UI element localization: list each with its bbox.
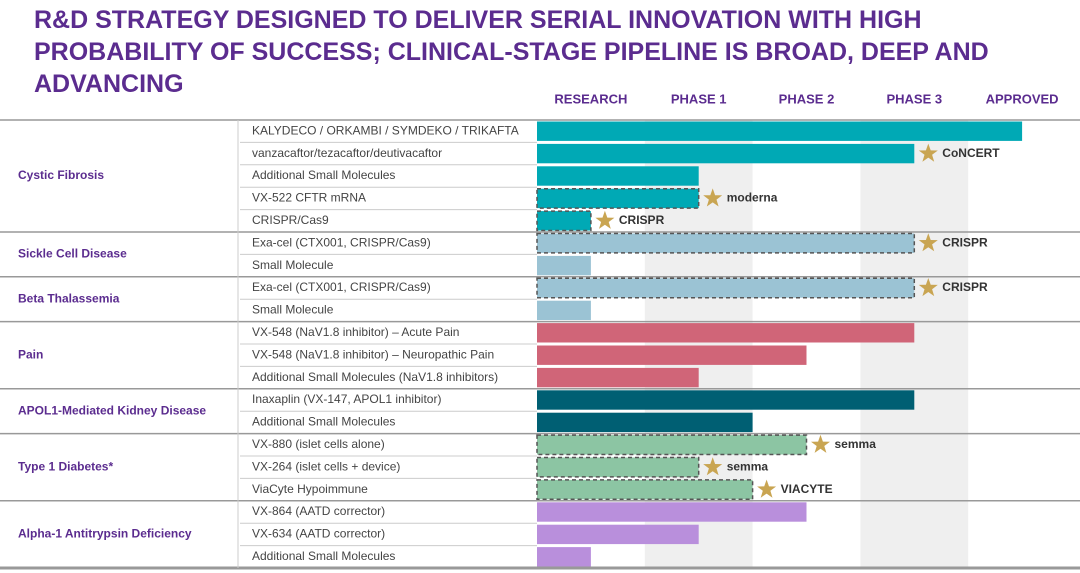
program-name: Inaxaplin (VX-147, APOL1 inhibitor) (252, 392, 441, 406)
bar (537, 367, 699, 388)
group-label: APOL1-Mediated Kidney Disease (18, 403, 206, 417)
stage-label: PHASE 2 (779, 91, 835, 106)
program-name: Additional Small Molecules (252, 549, 395, 563)
bar (537, 166, 699, 186)
stage-label: RESEARCH (554, 91, 627, 106)
stage-label: APPROVED (986, 91, 1059, 106)
bar (537, 390, 915, 410)
program-name: Additional Small Molecules (252, 415, 395, 429)
group-label: Cystic Fibrosis (18, 168, 104, 182)
bar (537, 412, 753, 433)
group-label: Pain (18, 347, 43, 361)
program-name: VX-634 (AATD corrector) (252, 527, 385, 541)
program-name: CRISPR/Cas9 (252, 213, 329, 227)
program-name: VX-522 CFTR mRNA (252, 191, 366, 205)
program-name: VX-548 (NaV1.8 inhibitor) – Acute Pain (252, 325, 459, 339)
group-label: Sickle Cell Disease (18, 247, 127, 261)
star-icon (918, 143, 938, 162)
program-name: VX-264 (islet cells + device) (252, 459, 400, 473)
program-name: Small Molecule (252, 303, 334, 317)
bar (537, 143, 915, 164)
program-name: ViaCyte Hypoimmune (252, 482, 368, 496)
program-name: VX-548 (NaV1.8 inhibitor) – Neuropathic … (252, 347, 494, 361)
star-icon (595, 210, 615, 229)
bar (537, 524, 699, 545)
group-label: Beta Thalassemia (18, 291, 120, 305)
star-icon (811, 434, 830, 453)
group-label: Type 1 Diabetes* (18, 459, 113, 473)
bar (536, 232, 916, 254)
bar (537, 255, 591, 276)
program-name: VX-880 (islet cells alone) (252, 437, 385, 451)
star-icon (918, 278, 938, 297)
bar (537, 345, 807, 365)
stage-band (860, 120, 969, 568)
program-name: Additional Small Molecules (NaV1.8 inhib… (252, 370, 498, 384)
program-name: Exa-cel (CTX001, CRISPR/Cas9) (252, 235, 431, 249)
bar (536, 456, 700, 478)
bar (537, 323, 915, 343)
program-name: vanzacaftor/tezacaftor/deutivacaftor (252, 146, 442, 160)
star-icon (703, 188, 723, 207)
stage-label: PHASE 3 (886, 91, 942, 106)
partner-logo: moderna (727, 191, 778, 205)
partner-logo: CRISPR (942, 235, 988, 249)
program-name: Small Molecule (252, 258, 334, 272)
star-icon (918, 233, 938, 252)
partner-logo: VIACYTE (781, 482, 833, 496)
program-name: Additional Small Molecules (252, 168, 395, 182)
bar (536, 187, 700, 209)
bar (537, 502, 807, 522)
program-name: VX-864 (AATD corrector) (252, 504, 385, 518)
program-name: Exa-cel (CTX001, CRISPR/Cas9) (252, 280, 431, 294)
bar (537, 300, 591, 321)
partner-logo: semma (835, 437, 877, 451)
group-label: Alpha-1 Antitrypsin Deficiency (18, 527, 192, 541)
partner-logo: CRISPR (942, 280, 988, 294)
bar (537, 547, 591, 567)
bar (536, 434, 808, 456)
bar (536, 277, 916, 299)
star-icon (757, 479, 777, 498)
bar (537, 121, 1023, 141)
stage-label: PHASE 1 (671, 91, 727, 106)
star-icon (703, 457, 723, 476)
partner-logo: semma (727, 459, 769, 473)
bar (536, 479, 754, 501)
chart-title: R&D STRATEGY DESIGNED TO DELIVER SERIAL … (34, 6, 989, 98)
partner-logo: CRISPR (619, 213, 665, 227)
partner-logo: CoNCERT (942, 146, 1000, 160)
program-name: KALYDECO / ORKAMBI / SYMDEKO / TRIKAFTA (252, 123, 519, 137)
bar (536, 210, 592, 232)
